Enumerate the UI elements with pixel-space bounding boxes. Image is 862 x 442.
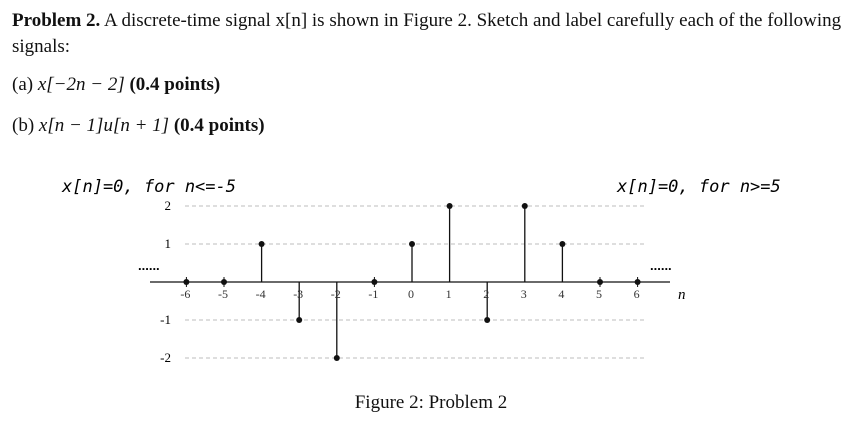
stem-point [521,203,528,209]
x-tick-label: 2 [483,287,489,301]
stem-point [484,317,491,323]
x-tick-label: -2 [331,287,341,301]
right-note: x[n]=0, for n>=5 [616,177,781,197]
part-a-points: (0.4 points) [129,74,221,95]
stem-point [409,241,415,247]
x-tick-label: -3 [293,287,303,301]
dots-left: ...... [138,258,160,273]
stem-point [296,317,303,323]
figure-caption: Figure 2: Problem 2 [354,392,508,413]
stem-point [258,241,265,247]
part-b: (b) x[n − 1]u[n + 1] (0.4 points) [12,113,265,139]
stem-point [559,241,566,247]
problem-text: A discrete-time signal x[n] is shown in … [12,10,842,57]
part-a-expression: x[−2n − 2] [37,74,125,95]
part-a-label: (a) [12,74,34,95]
dots-right: ...... [650,258,672,273]
x-tick-label: -4 [256,287,266,301]
x-tick-label: 0 [408,287,414,301]
x-tick-label: 3 [521,287,527,301]
x-tick-label: 5 [596,287,602,301]
y-tick-label: -2 [160,350,171,365]
x-tick-label: -6 [180,287,190,301]
x-tick-label: -5 [218,287,228,301]
left-note: x[n]=0, for n<=-5 [61,177,236,197]
part-b-label: (b) [12,115,35,136]
axis-label-n: n [678,287,686,303]
stem-point [183,279,190,285]
stem-point [221,279,227,285]
x-tick-label: 6 [634,287,640,301]
problem-statement: Problem 2. A discrete-time signal x[n] i… [12,8,858,60]
x-tick-labels: -6 -5 -4 -3 -2 -1 0 1 2 3 4 5 6 [180,287,639,301]
y-tick-label: 1 [165,236,172,251]
y-tick-label: -1 [160,312,171,327]
stem-point [446,203,453,209]
problem-label: Problem 2. [12,10,101,31]
stem-point [371,279,378,285]
part-b-expression: x[n − 1]u[n + 1] [38,115,170,136]
part-b-points: (0.4 points) [173,115,265,136]
x-tick-label: 4 [558,287,564,301]
stem-plot [183,203,641,361]
stem-point [634,279,641,285]
part-a: (a) x[−2n − 2] (0.4 points) [12,72,220,98]
x-tick-label: -1 [368,287,378,301]
x-tick-label: 1 [446,287,452,301]
y-tick-labels: 2 1 -1 -2 [160,198,171,365]
stem-point [333,355,340,361]
y-tick-label: 2 [165,198,172,213]
stem-point [597,279,603,285]
